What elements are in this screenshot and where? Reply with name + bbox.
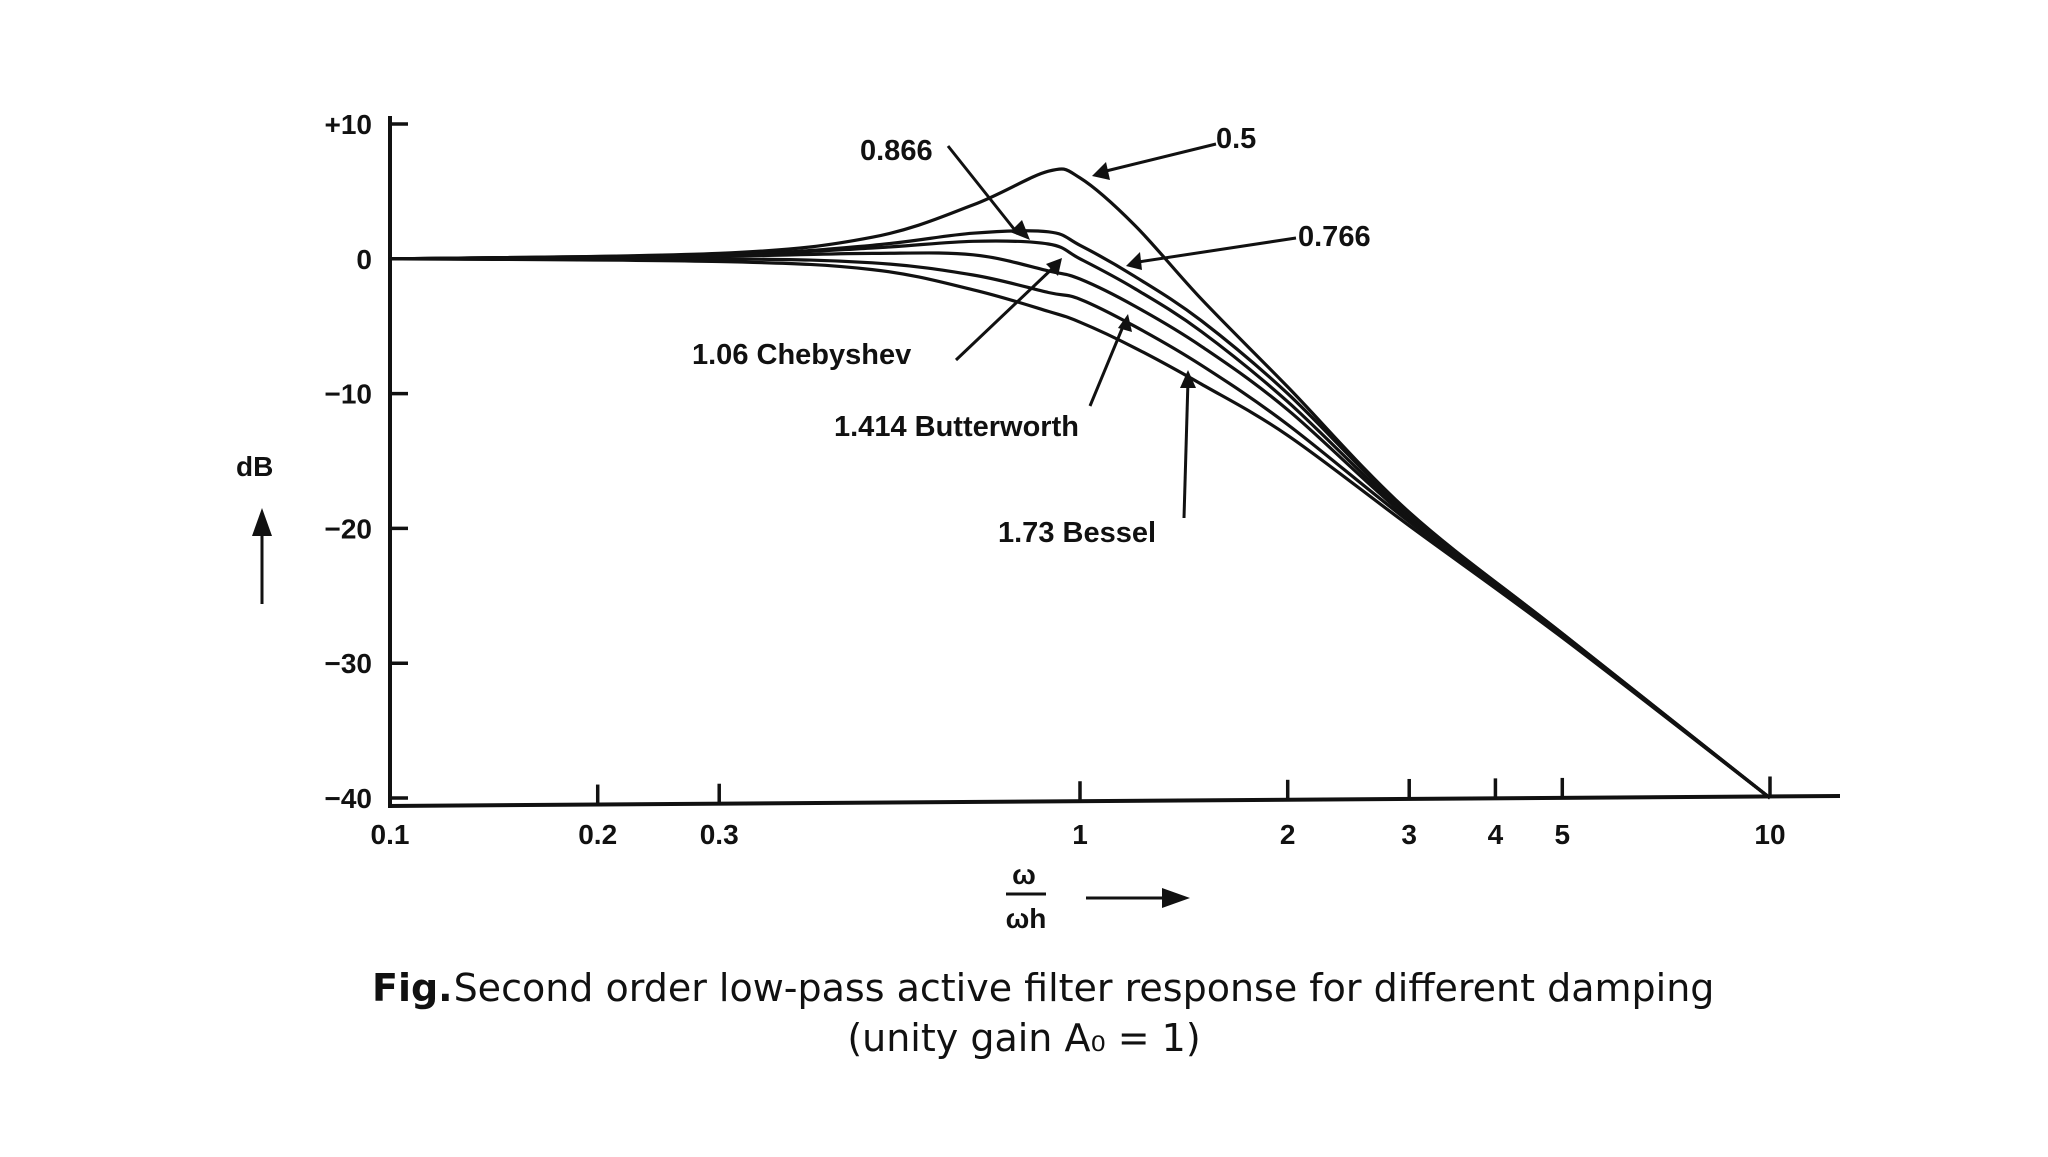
arrowhead-1.414-butterworth [1118, 314, 1132, 332]
x-tick-label: 1 [1072, 819, 1088, 850]
x-tick-label: 2 [1280, 819, 1296, 850]
label-1.414-butterworth: 1.414 Butterworth [834, 411, 1079, 443]
x-tick-label: 10 [1754, 819, 1785, 850]
y-axis-title: dB [236, 451, 273, 482]
y-tick-label: 0 [356, 244, 372, 275]
series-line-0.5 [389, 167, 1771, 800]
y-tick-label: +10 [325, 109, 373, 140]
x-tick-label: 0.1 [371, 819, 410, 850]
series-line-1.414-butterworth [389, 256, 1771, 800]
label-1.06-chebyshev: 1.06 Chebyshev [692, 339, 911, 371]
label-0.866: 0.866 [860, 135, 933, 167]
leader-1.414-butterworth [1088, 323, 1126, 407]
leader-1.06-chebyshev [954, 264, 1057, 362]
x-axis-denominator: ωh [1006, 903, 1047, 934]
y-tick-label: −40 [325, 783, 373, 814]
series-line-0.766 [389, 229, 1771, 800]
annotations: 0.866 0.5 0.766 1.06 Chebyshev 1.414 But… [692, 123, 1371, 549]
arrowhead-1.73-bessel [1180, 370, 1196, 388]
arrowhead-0.866 [1010, 220, 1030, 240]
curves [389, 167, 1771, 800]
arrowhead-1.06-chebyshev [1046, 258, 1062, 276]
y-ticks: +10 0 −10 −20 −30 −40 [325, 109, 408, 814]
caption-text-1: Second order low-pass active filter resp… [453, 966, 1715, 1010]
y-tick-label: −20 [325, 513, 373, 544]
figure-tag: Fig. [372, 966, 453, 1010]
y-axis-label: dB [236, 451, 273, 604]
axes [387, 116, 1841, 808]
arrowhead-0.766 [1126, 252, 1142, 270]
leader-0.5 [1101, 142, 1217, 174]
x-tick-label: 0.3 [700, 819, 739, 850]
series-line-1.73-bessel [389, 257, 1771, 800]
x-tick-label: 0.2 [578, 819, 617, 850]
y-tick-label: −10 [325, 379, 373, 410]
y-tick-label: −30 [325, 648, 373, 679]
x-axis-arrowhead [1162, 888, 1190, 908]
label-0.5: 0.5 [1216, 123, 1256, 155]
x-tick-label: 3 [1401, 819, 1417, 850]
arrowhead-0.5 [1092, 162, 1110, 180]
leader-1.73-bessel [1182, 379, 1190, 519]
x-ticks: 0.1 0.2 0.3 1 2 3 4 5 10 [371, 776, 1786, 850]
x-tick-label: 5 [1555, 819, 1571, 850]
caption-line-2: (unity gain A₀ = 1) [847, 1016, 1201, 1060]
y-axis-arrowhead [252, 508, 272, 536]
leader-0.866 [946, 145, 1020, 235]
label-1.73-bessel: 1.73 Bessel [998, 517, 1156, 549]
x-tick-label: 4 [1488, 819, 1504, 850]
x-axis-label: ω ωh [1006, 859, 1190, 934]
x-axis-line [387, 794, 1841, 808]
label-0.766: 0.766 [1298, 221, 1371, 253]
leader-0.766 [1137, 236, 1297, 264]
caption-line-1: Second order low-pass active filter resp… [0, 966, 2048, 1010]
x-axis-numerator: ω [1012, 859, 1036, 890]
